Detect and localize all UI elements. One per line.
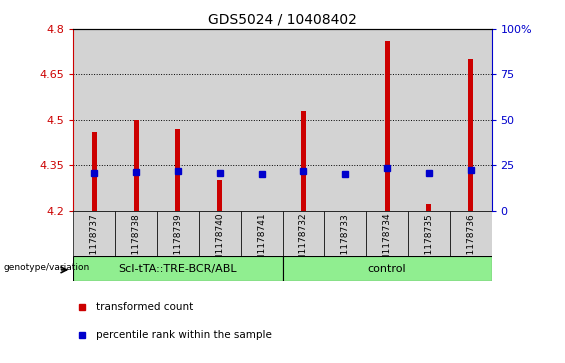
Text: genotype/variation: genotype/variation <box>4 263 90 272</box>
Text: GSM1178739: GSM1178739 <box>173 213 182 274</box>
Bar <box>408 211 450 256</box>
Bar <box>301 111 306 211</box>
Bar <box>199 211 241 256</box>
Bar <box>218 180 222 211</box>
Text: GSM1178741: GSM1178741 <box>257 213 266 273</box>
Bar <box>282 29 324 211</box>
Bar <box>134 120 138 211</box>
Bar <box>259 211 264 235</box>
Text: GSM1178737: GSM1178737 <box>90 213 99 274</box>
Bar <box>115 29 157 211</box>
Bar <box>324 211 366 256</box>
Bar <box>468 59 473 211</box>
Bar <box>385 41 389 211</box>
Bar <box>92 132 97 211</box>
Text: control: control <box>368 264 406 274</box>
Text: GSM1178738: GSM1178738 <box>132 213 141 274</box>
Bar <box>73 211 115 256</box>
Bar <box>157 211 199 256</box>
Bar <box>241 29 282 211</box>
Bar <box>366 211 408 256</box>
Bar <box>282 256 492 281</box>
Bar <box>450 211 492 256</box>
Text: GSM1178734: GSM1178734 <box>383 213 392 273</box>
Bar <box>427 204 431 211</box>
Title: GDS5024 / 10408402: GDS5024 / 10408402 <box>208 12 357 26</box>
Bar <box>157 29 199 211</box>
Text: transformed count: transformed count <box>97 302 194 312</box>
Bar <box>176 129 180 211</box>
Bar <box>73 29 115 211</box>
Bar <box>73 256 282 281</box>
Text: GSM1178733: GSM1178733 <box>341 213 350 274</box>
Text: GSM1178732: GSM1178732 <box>299 213 308 273</box>
Bar <box>324 29 366 211</box>
Bar <box>241 211 282 256</box>
Bar <box>115 211 157 256</box>
Text: GSM1178735: GSM1178735 <box>424 213 433 274</box>
Bar <box>199 29 241 211</box>
Text: GSM1178736: GSM1178736 <box>466 213 475 274</box>
Bar <box>408 29 450 211</box>
Bar <box>282 211 324 256</box>
Bar <box>366 29 408 211</box>
Text: GSM1178740: GSM1178740 <box>215 213 224 273</box>
Text: ScI-tTA::TRE-BCR/ABL: ScI-tTA::TRE-BCR/ABL <box>119 264 237 274</box>
Bar <box>450 29 492 211</box>
Text: percentile rank within the sample: percentile rank within the sample <box>97 330 272 340</box>
